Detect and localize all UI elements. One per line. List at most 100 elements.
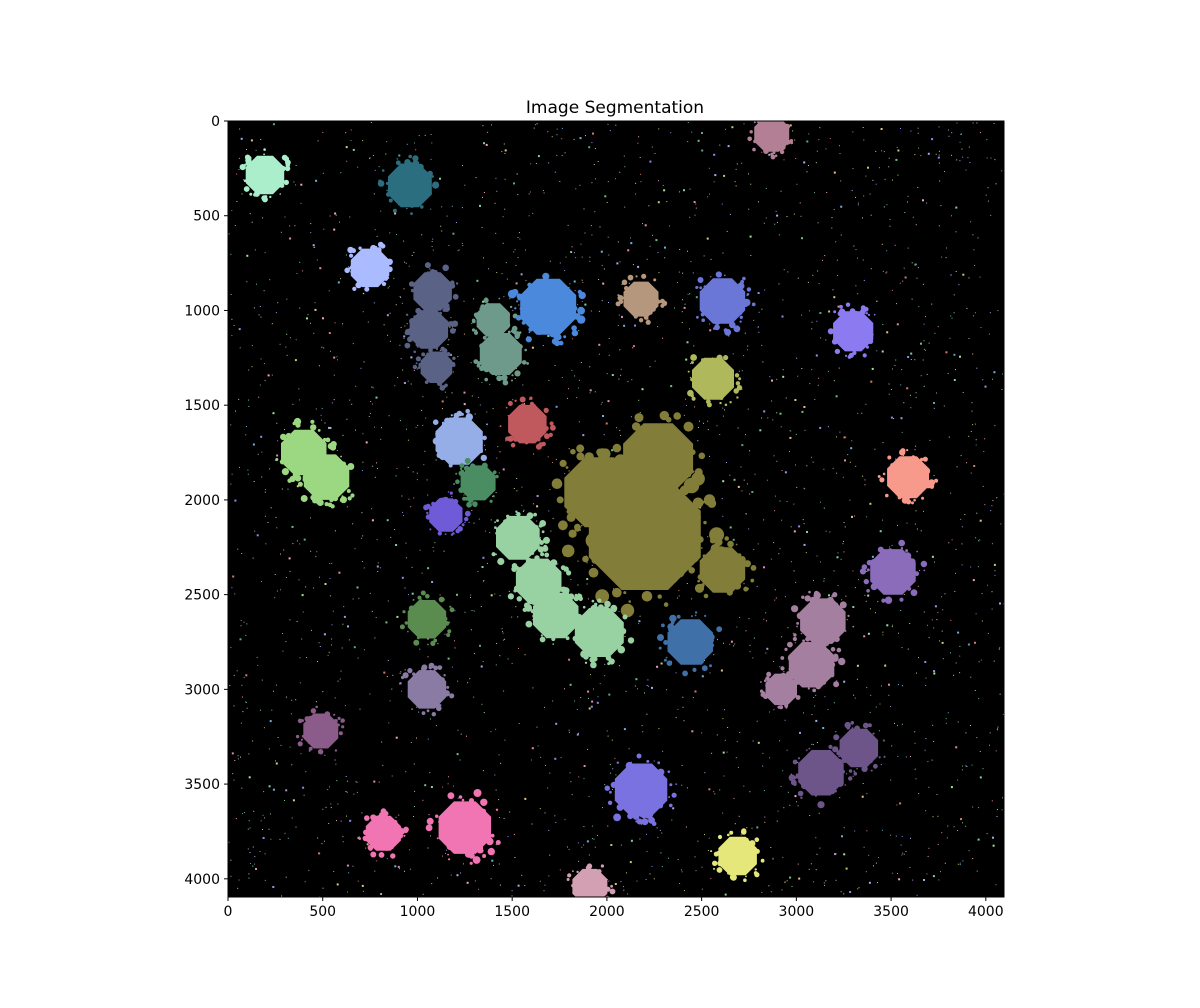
segment-body xyxy=(833,311,874,352)
segment-fringe xyxy=(532,613,538,619)
noise-speck xyxy=(889,218,891,220)
noise-speck xyxy=(608,693,611,696)
noise-speck xyxy=(332,610,334,612)
segment-fringe xyxy=(780,656,785,660)
segment-fringe xyxy=(848,776,853,781)
segment-fringe xyxy=(297,718,303,724)
noise-speck xyxy=(639,157,641,158)
noise-speck xyxy=(247,848,249,850)
noise-speck xyxy=(763,790,765,792)
noise-speck xyxy=(246,254,249,257)
segment-fringe xyxy=(253,192,257,197)
segment-fringe xyxy=(830,647,836,652)
noise-speck xyxy=(408,594,409,596)
noise-speck xyxy=(507,836,509,838)
segment-fringe xyxy=(512,329,517,334)
noise-speck xyxy=(294,359,297,362)
noise-speck xyxy=(545,765,546,766)
noise-speck xyxy=(925,810,927,812)
noise-speck xyxy=(539,537,541,539)
noise-speck xyxy=(399,344,401,346)
noise-speck xyxy=(439,594,441,596)
noise-speck xyxy=(547,787,549,789)
noise-speck xyxy=(603,268,605,270)
segment-fringe xyxy=(420,599,423,602)
noise-speck xyxy=(328,651,330,653)
noise-speck xyxy=(298,388,300,390)
noise-speck xyxy=(722,515,724,517)
segment-fringe xyxy=(608,527,616,535)
noise-speck xyxy=(230,647,232,649)
noise-speck xyxy=(660,662,663,665)
noise-speck xyxy=(409,868,411,870)
noise-speck xyxy=(370,122,372,124)
segment-fringe xyxy=(447,792,455,800)
noise-speck xyxy=(747,408,749,410)
noise-speck xyxy=(322,317,324,320)
noise-speck xyxy=(940,205,942,207)
noise-speck xyxy=(408,498,410,500)
noise-speck xyxy=(685,826,687,828)
noise-speck xyxy=(976,367,978,369)
noise-speck xyxy=(430,134,432,135)
segment-fringe xyxy=(403,826,409,833)
noise-speck xyxy=(386,676,388,677)
noise-speck xyxy=(657,201,660,204)
noise-speck xyxy=(687,122,689,124)
segment-fringe xyxy=(598,604,604,610)
segment-fringe xyxy=(341,725,345,729)
noise-speck xyxy=(706,237,709,240)
noise-speck xyxy=(470,362,472,364)
noise-speck xyxy=(473,653,475,655)
noise-speck xyxy=(752,740,754,742)
noise-speck xyxy=(606,202,608,203)
noise-speck xyxy=(672,807,675,810)
noise-speck xyxy=(606,730,608,732)
segment-fringe xyxy=(817,801,825,809)
noise-speck xyxy=(630,416,632,418)
noise-speck xyxy=(802,519,804,521)
noise-speck xyxy=(610,844,613,846)
noise-speck xyxy=(264,879,266,881)
noise-speck xyxy=(765,612,767,614)
noise-speck xyxy=(897,873,898,874)
segment-fringe xyxy=(446,352,451,357)
segment-fringe xyxy=(905,549,909,553)
segment-cornflower xyxy=(432,408,488,474)
segment-fringe xyxy=(750,580,754,583)
noise-speck xyxy=(990,214,992,216)
noise-speck xyxy=(295,826,297,828)
noise-speck xyxy=(972,234,974,236)
noise-speck xyxy=(843,853,846,856)
segment-fringe xyxy=(511,379,513,382)
noise-speck xyxy=(779,666,781,668)
noise-speck xyxy=(342,623,344,625)
noise-speck xyxy=(374,870,376,872)
noise-speck xyxy=(549,772,551,774)
segment-fringe xyxy=(800,632,803,635)
segment-fringe xyxy=(562,591,570,598)
noise-speck xyxy=(743,123,745,125)
noise-speck xyxy=(284,429,285,430)
plot-frame xyxy=(227,120,1005,898)
x-axis: 0 500 1000 1500 2000 2500 3000 3500 4000 xyxy=(224,897,1004,920)
segment-fringe xyxy=(444,417,451,424)
noise-speck xyxy=(502,242,504,244)
noise-speck xyxy=(877,882,878,884)
segment-body xyxy=(245,155,285,195)
noise-speck xyxy=(524,402,525,404)
segment-fringe xyxy=(743,560,752,568)
segment-fringe xyxy=(865,345,870,349)
noise-speck xyxy=(343,615,346,618)
noise-speck xyxy=(454,610,456,612)
noise-speck xyxy=(970,221,972,223)
noise-speck xyxy=(689,328,690,330)
noise-speck xyxy=(753,319,755,321)
noise-speck xyxy=(328,290,330,292)
noise-speck xyxy=(741,388,743,390)
noise-speck xyxy=(292,403,294,405)
noise-speck xyxy=(972,579,975,582)
noise-speck xyxy=(285,789,288,792)
noise-speck xyxy=(457,680,459,682)
noise-speck xyxy=(303,538,306,541)
